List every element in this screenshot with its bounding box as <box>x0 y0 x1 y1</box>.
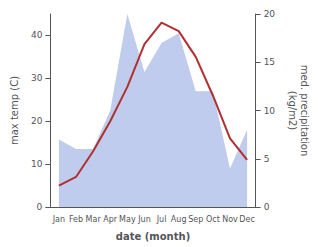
svg-text:10: 10 <box>264 106 276 116</box>
svg-text:0: 0 <box>264 202 270 212</box>
svg-text:Dec: Dec <box>239 215 254 224</box>
svg-text:(kg/m2): (kg/m2) <box>287 91 298 131</box>
svg-text:May: May <box>119 215 136 224</box>
svg-text:Apr: Apr <box>103 215 118 224</box>
svg-text:Nov: Nov <box>222 215 238 224</box>
svg-text:Jul: Jul <box>156 215 167 224</box>
svg-text:max temp (C): max temp (C) <box>9 76 20 145</box>
svg-text:5: 5 <box>264 154 270 164</box>
svg-text:Jun: Jun <box>137 215 151 224</box>
svg-text:Feb: Feb <box>69 215 83 224</box>
svg-text:15: 15 <box>264 57 275 67</box>
svg-text:10: 10 <box>31 159 43 169</box>
svg-text:med. precipitation: med. precipitation <box>299 65 310 157</box>
svg-text:20: 20 <box>264 9 276 19</box>
svg-text:Aug: Aug <box>171 215 187 224</box>
svg-text:Sep: Sep <box>188 215 203 224</box>
svg-text:40: 40 <box>31 30 43 40</box>
svg-text:date (month): date (month) <box>116 231 190 242</box>
svg-text:0: 0 <box>37 202 43 212</box>
svg-text:20: 20 <box>31 116 43 126</box>
svg-text:Oct: Oct <box>206 215 220 224</box>
svg-text:Jan: Jan <box>52 215 65 224</box>
svg-text:30: 30 <box>31 73 43 83</box>
svg-text:Mar: Mar <box>86 215 102 224</box>
